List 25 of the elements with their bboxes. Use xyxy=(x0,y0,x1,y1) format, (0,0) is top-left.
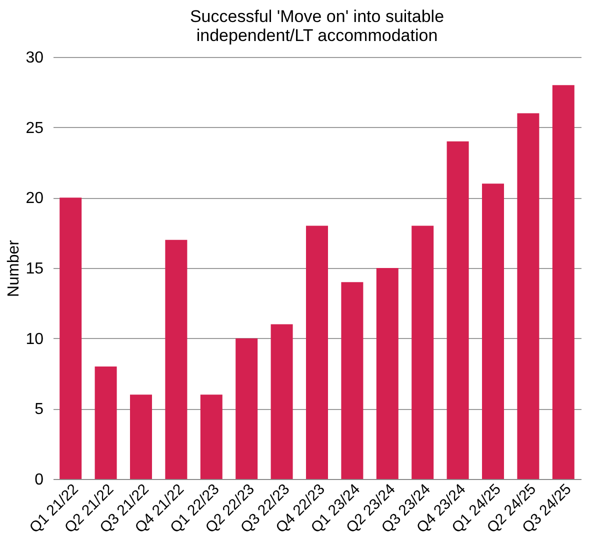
bar xyxy=(200,394,222,479)
y-tick-label: 30 xyxy=(26,50,44,66)
bar xyxy=(130,394,152,479)
text: independent/LT accommodation xyxy=(196,26,438,45)
y-tick-label: 10 xyxy=(26,330,44,348)
bar xyxy=(517,113,540,479)
y-tick-label: 15 xyxy=(26,260,44,278)
bar xyxy=(412,226,434,479)
bar xyxy=(552,85,574,479)
bar xyxy=(482,184,504,479)
bar xyxy=(306,226,328,479)
y-axis-title: Number xyxy=(6,239,23,297)
bar xyxy=(236,338,258,479)
bar xyxy=(270,324,293,479)
bar xyxy=(60,198,82,479)
y-tick-label: 20 xyxy=(26,190,44,208)
bar xyxy=(94,366,117,479)
y-tick-label: 0 xyxy=(34,472,44,488)
y-tick-label: 25 xyxy=(26,120,44,137)
y-tick-label: 5 xyxy=(34,401,44,418)
bar xyxy=(341,282,364,479)
bar xyxy=(165,240,188,479)
bar xyxy=(446,141,469,479)
text: Successful 'Move on' into suitable xyxy=(190,7,444,26)
bar xyxy=(376,268,398,479)
